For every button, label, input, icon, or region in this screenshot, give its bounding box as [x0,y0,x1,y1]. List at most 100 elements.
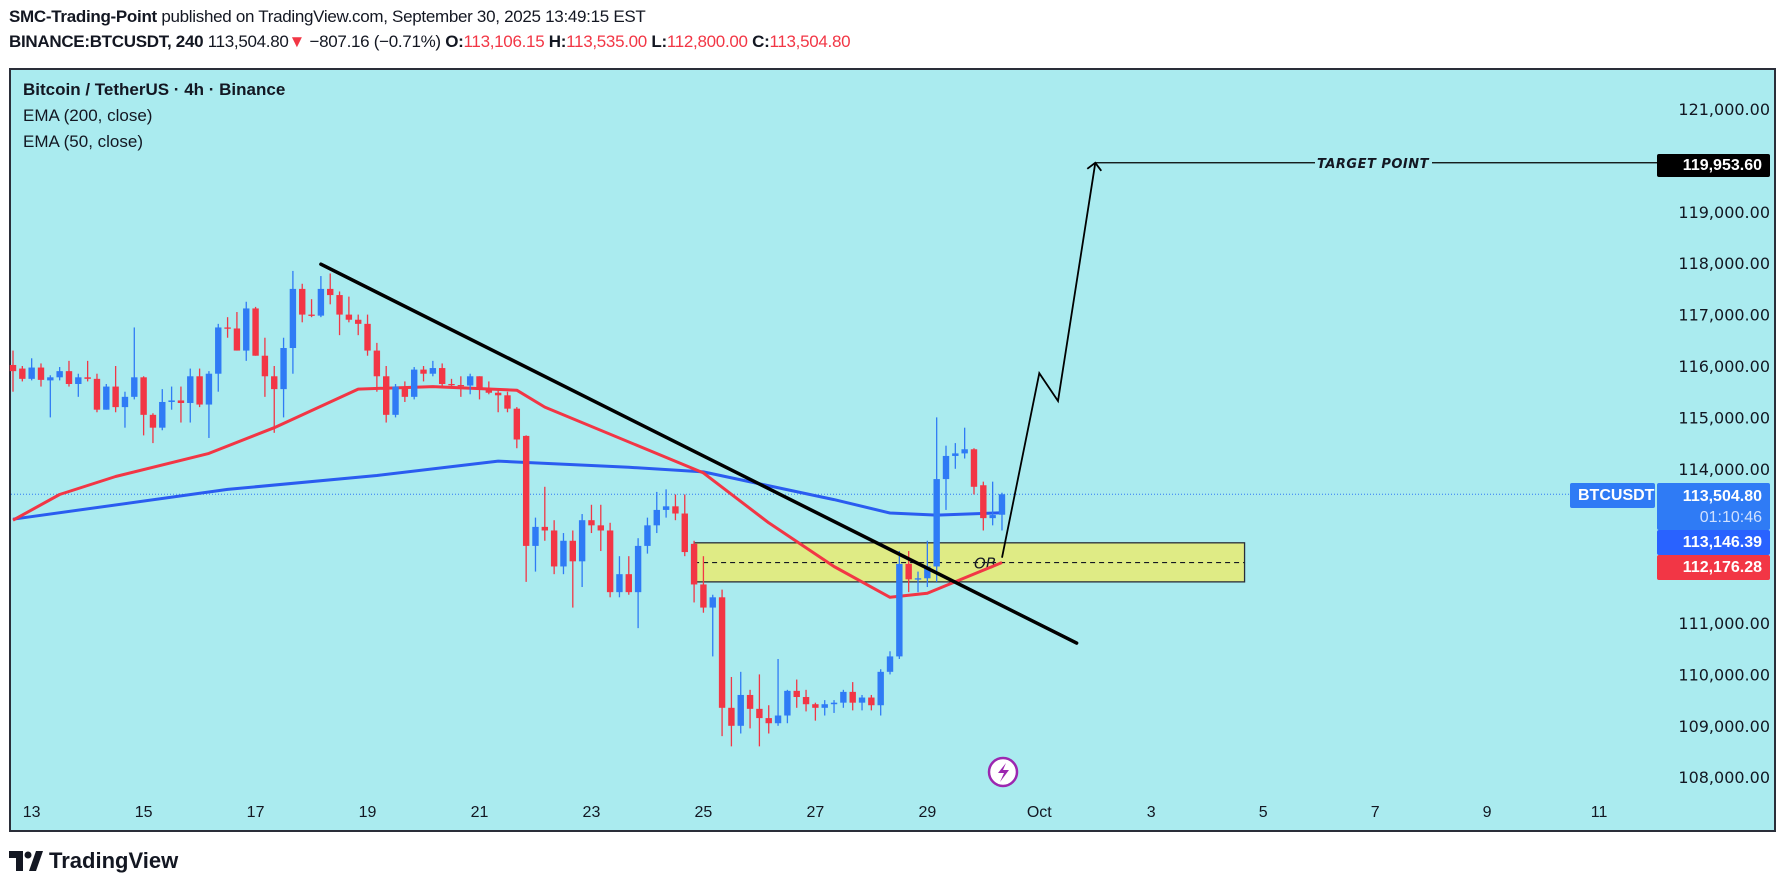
candle-up [952,453,959,456]
candle-down [261,355,269,377]
candle-up [317,288,325,316]
candle-down [513,408,521,440]
price-axis-label: 115,000.00 [1678,408,1770,427]
price-axis-label: 118,000.00 [1678,254,1770,273]
price-axis-label: 116,000.00 [1678,357,1770,376]
candle-down [756,708,763,719]
candle-down [420,369,427,374]
tradingview-logo[interactable]: TradingView [9,848,178,874]
candle-up [784,690,791,716]
candle-down [980,485,987,519]
candle-down [140,377,147,415]
candle-up [737,694,744,726]
price-axis-label: 111,000.00 [1678,614,1770,633]
candle-down [522,435,530,546]
time-axis-label: 19 [359,804,377,821]
candle-up [131,377,138,397]
symbol-tag: BTCUSDT [1570,483,1655,508]
ema50-line [12,385,1003,599]
candle-down [672,506,679,514]
ema200-line [12,459,1003,521]
candle-up [28,367,35,379]
candle-down [812,704,819,708]
candle-down [606,530,614,593]
lightning-icon [998,763,1009,782]
candle-down [364,323,371,351]
candle-down [401,386,409,397]
candle-up [840,691,847,703]
candle-up [644,525,651,546]
price-axis-label: 119,000.00 [1678,203,1770,222]
legend-ema200[interactable]: EMA (200, close) [23,106,153,125]
close-label: C: [752,32,770,51]
candle-down [681,513,688,553]
last-price-value: 113,504.80 [1682,487,1762,505]
candle-up [634,545,642,593]
candle-down [345,314,353,320]
candle-down [541,526,549,531]
candle-up [410,369,418,397]
candle-down [448,383,455,386]
candle-down [569,540,576,562]
time-axis-label: 7 [1371,804,1380,821]
open-label: O: [445,32,464,51]
candle-up [914,578,922,580]
price-axis-label: 109,000.00 [1678,717,1770,736]
candle-up [289,288,297,349]
price-change: −807.16 (−0.71%) [309,32,441,51]
candle-up [215,327,222,374]
candle-down [728,707,735,726]
price-axis-label: 108,000.00 [1678,768,1770,787]
candle-down [849,691,856,703]
candle-up [103,386,110,410]
candle-up [961,449,968,454]
low-label: L: [651,32,667,51]
time-axis-label: Oct [1027,804,1052,821]
author-name[interactable]: SMC-Trading-Point [9,7,157,26]
bar-countdown: 01:10:46 [1699,508,1762,526]
candle-down [355,319,362,324]
candle-down [271,376,278,390]
candle-up [821,704,828,708]
candle-up [896,563,903,657]
candle-down [93,378,101,410]
candle-down [19,368,26,379]
candle-down [718,597,726,708]
candle-down [149,414,157,428]
candle-down [224,327,231,329]
candle-down [196,376,203,405]
candle-up [187,376,194,404]
candle-down [802,697,810,705]
projection-path [1001,162,1097,558]
candle-down [177,400,185,404]
time-axis-label: 25 [695,804,713,821]
symbol-info: BINANCE:BTCUSDT, 240 113,504.80▼ −807.16… [9,32,851,52]
candle-up [75,377,82,384]
ema200-price-tag: 113,146.39 [1657,530,1770,555]
candle-up [886,656,894,672]
candle-down [868,697,875,706]
time-axis-label: 21 [471,804,489,821]
candle-down [84,377,91,379]
candle-up [56,371,63,378]
candle-down [476,376,483,389]
candle-down [37,367,45,380]
candle-up [280,348,287,390]
ema50-price-tag: 112,176.28 [1657,555,1770,580]
candle-up [989,515,996,519]
chart-title[interactable]: Bitcoin / TetherUS · 4h · Binance [23,80,286,99]
price-axis-label: 110,000.00 [1678,665,1770,684]
legend-ema50[interactable]: EMA (50, close) [23,132,143,151]
candle-up [168,400,175,402]
candle-down [597,525,604,531]
candle-up [858,697,866,703]
close-value: 113,504.80 [769,32,851,51]
price-axis-label: 117,000.00 [1678,306,1770,325]
chart-frame[interactable] [9,68,1776,832]
last-price: 113,504.80 [207,32,289,51]
candle-up [205,373,213,405]
symbol: BINANCE:BTCUSDT, 240 [9,32,204,51]
candle-down [299,288,306,315]
candle-down [690,543,698,585]
